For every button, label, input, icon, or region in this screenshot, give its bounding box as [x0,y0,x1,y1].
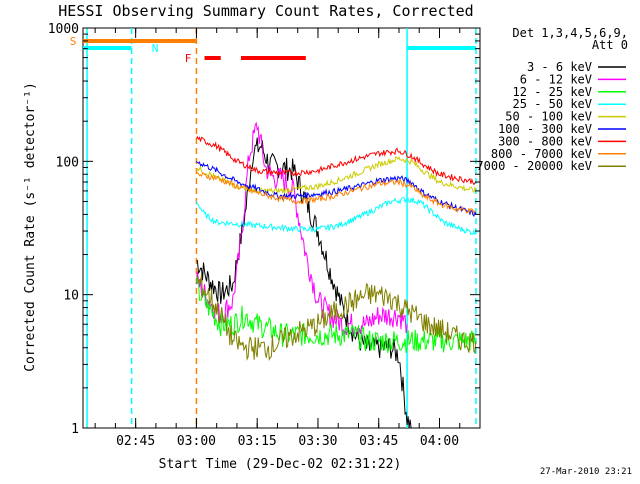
flag-label: N [152,42,159,55]
x-tick-label: 03:00 [177,434,216,449]
flag-bars: S N F [70,35,476,65]
y-axis-ticks: 1 10 100 1000 [48,22,480,437]
plot-border [82,27,481,429]
x-axis-label: Start Time (29-Dec-02 02:31:22) [159,457,402,472]
x-tick-label: 03:30 [298,434,337,449]
legend-entry: 50 - 100 keV [505,110,592,124]
legend-entry: 300 - 800 keV [498,134,592,148]
legend-header: Det 1,3,4,5,6,9, [512,26,628,40]
x-tick-label: 03:45 [359,434,398,449]
series-line [195,155,477,195]
vertical-markers [86,28,477,428]
chart-title: HESSI Observing Summary Count Rates, Cor… [58,2,473,20]
x-tick-label: 03:15 [238,434,277,449]
legend-entry: 6 - 12 keV [520,72,592,86]
legend-entry: 100 - 300 keV [498,122,592,136]
x-tick-label: 04:00 [420,434,459,449]
series-line [195,277,477,353]
series-line [195,196,477,236]
flag-label: S [70,35,77,48]
y-axis-label: Corrected Count Rate (s⁻¹ detector⁻¹) [23,82,38,372]
series-line [195,274,477,361]
series-line [195,121,408,336]
flag-label: F [185,52,192,65]
x-axis-ticks: 02:45 03:00 03:15 03:30 03:45 04:00 [94,28,481,449]
legend-entry: 12 - 25 keV [513,85,592,99]
y-tick-label: 1 [71,422,79,437]
y-tick-label: 100 [56,155,79,170]
y-tick-label: 10 [63,289,79,304]
legend-entry: 800 - 7000 keV [491,147,592,161]
legend-entry: 7000 - 20000 keV [476,159,592,173]
series-lines [195,121,477,429]
legend-header: Att 0 [592,38,628,52]
legend-entry: 3 - 6 keV [527,60,592,74]
legend-entry: 25 - 50 keV [513,97,592,111]
y-tick-label: 1000 [48,22,79,37]
x-tick-label: 02:45 [116,434,155,449]
footer-date: 27-Mar-2010 23:21 [540,467,632,477]
series-line [195,135,477,186]
series-line [195,171,477,215]
plot-frame [82,27,481,429]
